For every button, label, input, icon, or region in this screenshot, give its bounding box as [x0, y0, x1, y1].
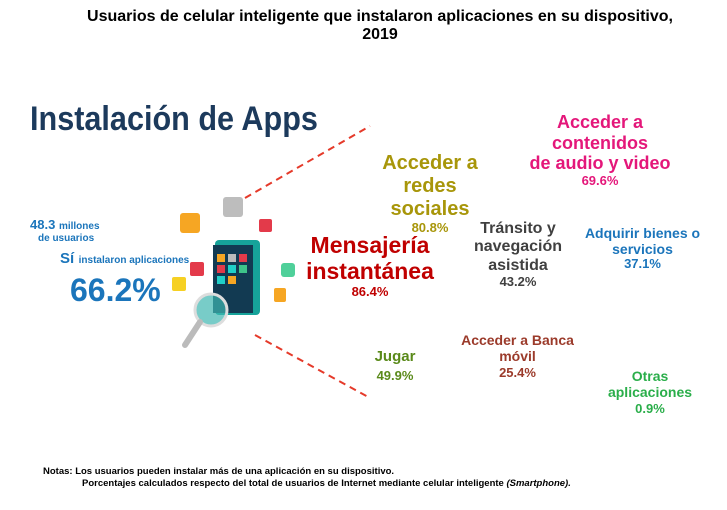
label: Acceder a	[556, 112, 644, 132]
notes-line1: Notas: Los usuarios pueden instalar más …	[43, 466, 395, 477]
value: 25.4%	[499, 365, 536, 381]
users-summary: 48.3 millones de usuarios	[30, 217, 100, 244]
label: Acceder a	[382, 152, 478, 174]
location-icon	[274, 288, 286, 302]
music-icon	[180, 213, 200, 233]
label: servicios	[612, 241, 673, 258]
heart-icon	[190, 262, 204, 276]
category-redes-sociales: Acceder a redes sociales 80.8%	[365, 152, 495, 236]
value: 37.1%	[624, 256, 661, 272]
notes-text: Porcentajes calculados respecto del tota…	[82, 478, 504, 489]
category-mensajeria: Mensajería instantánea 86.4%	[300, 232, 440, 300]
label: instantánea	[306, 258, 434, 285]
value: 43.2%	[499, 274, 537, 290]
magnifier-handle	[182, 319, 203, 348]
magnifier-icon	[193, 292, 229, 328]
notes-line2: Porcentajes calculados respecto del tota…	[82, 478, 571, 489]
label: redes sociales	[390, 175, 470, 220]
app-icons	[217, 254, 247, 284]
category-adquirir: Adquirir bienes o servicios 37.1%	[575, 225, 710, 272]
cloud-icon	[172, 277, 186, 291]
label: asistida	[488, 256, 548, 274]
label: contenidos	[551, 132, 648, 153]
category-banca: Acceder a Banca móvil 25.4%	[450, 332, 585, 381]
label: aplicaciones	[607, 384, 693, 401]
label: Adquirir bienes o	[584, 225, 701, 241]
chart-title: Usuarios de celular inteligente que inst…	[40, 8, 720, 45]
category-transito: Tránsito y navegación asistida 43.2%	[458, 220, 578, 290]
category-otras: Otras aplicaciones 0.9%	[595, 368, 705, 417]
label: Tránsito y	[480, 220, 556, 237]
camera-icon	[223, 197, 243, 217]
label: Otras	[631, 368, 669, 384]
label: de audio y video	[529, 153, 671, 174]
value: 69.6%	[581, 173, 619, 189]
label: Acceder a Banca	[461, 332, 574, 348]
summary-percent: 66.2%	[70, 272, 161, 308]
si-rest: instalaron aplicaciones	[78, 255, 190, 266]
si: Sí	[60, 250, 75, 267]
label: Mensajería	[310, 232, 430, 258]
video-icon	[259, 219, 272, 232]
users-unit: millones	[58, 221, 100, 232]
value: 0.9%	[635, 401, 665, 417]
users-number: 48.3	[30, 217, 56, 232]
value: 80.8%	[411, 220, 449, 235]
category-jugar: Jugar 49.9%	[350, 348, 440, 384]
label: móvil	[499, 348, 536, 365]
si-line: Sí instalaron aplicaciones	[60, 250, 189, 268]
label: Jugar	[374, 348, 416, 365]
category-audio-video: Acceder a contenidos de audio y video 69.6%	[515, 112, 685, 189]
title-line: Usuarios de celular inteligente que inst…	[87, 8, 673, 25]
notes-italic: (Smartphone).	[506, 478, 571, 489]
dashed-line-bottom	[254, 334, 371, 399]
chat-icon	[281, 263, 295, 277]
heading: Instalación de Apps	[30, 100, 318, 138]
title-year: 2019	[362, 26, 398, 44]
users-line2: de usuarios	[38, 232, 95, 244]
value: 49.9%	[376, 368, 414, 384]
label: navegación	[473, 238, 563, 256]
value: 86.4%	[351, 283, 389, 299]
dashed-line-top	[244, 125, 371, 199]
